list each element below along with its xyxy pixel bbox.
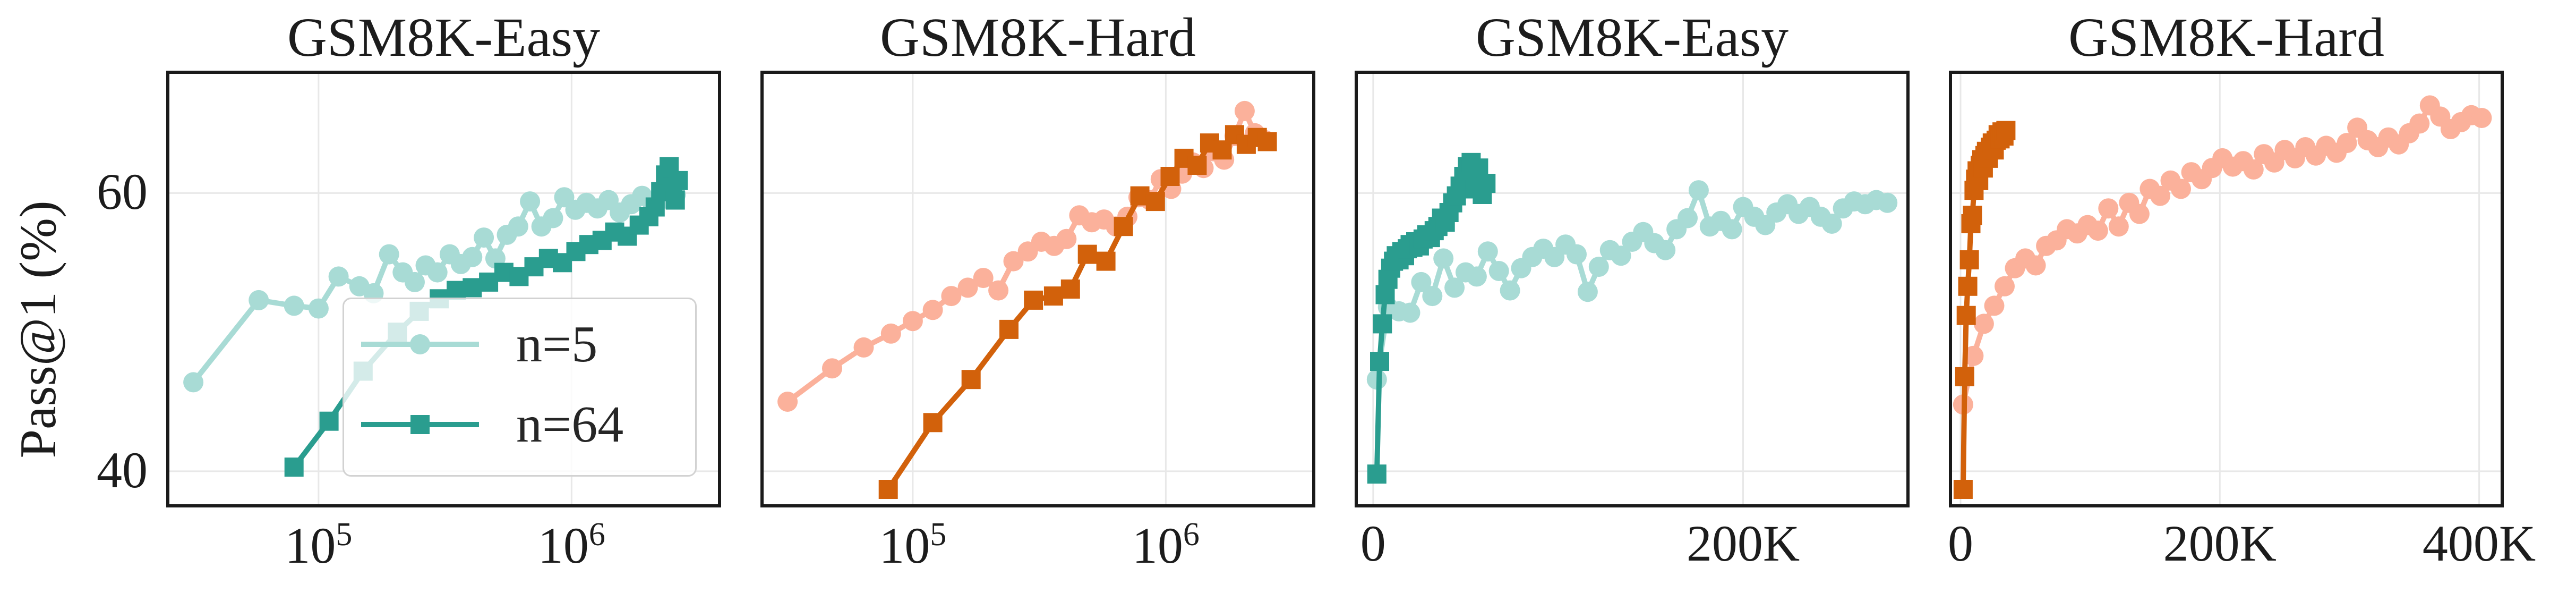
plot-area xyxy=(1355,71,1910,507)
plot-area xyxy=(760,71,1315,507)
x-tick-label: 106 xyxy=(537,516,605,574)
x-tick-label: 200K xyxy=(1686,515,1800,572)
y-tick-label-60: 60 xyxy=(97,163,148,220)
x-tick-label: 0 xyxy=(1360,515,1386,572)
subplot-gsm8k-hard-log: GSM8K-Hard 105 106 xyxy=(760,0,1315,593)
square-marker-icon xyxy=(410,415,430,434)
chart-canvas xyxy=(760,71,1315,507)
subplot-title: GSM8K-Easy xyxy=(287,7,601,68)
x-tick-label: 105 xyxy=(285,516,353,574)
x-tick-label: 105 xyxy=(879,516,947,574)
plot-area xyxy=(1949,71,2504,507)
subplot-gsm8k-easy-linear: GSM8K-Easy 0 200K xyxy=(1355,0,1910,593)
circle-marker-icon xyxy=(410,334,430,354)
legend-item-n5: n=5 xyxy=(361,315,597,374)
y-tick-label-40: 40 xyxy=(97,442,148,498)
chart-canvas xyxy=(1949,71,2504,507)
x-tick-label: 0 xyxy=(1948,515,1973,572)
subplot-gsm8k-hard-linear: GSM8K-Hard 0 200K 400K xyxy=(1948,0,2536,593)
legend-label: n=5 xyxy=(516,316,598,373)
subplot-title: GSM8K-Hard xyxy=(2068,7,2385,68)
subplot-title: GSM8K-Easy xyxy=(1475,7,1789,68)
legend-swatch-n64 xyxy=(361,409,479,440)
x-tick-label: 106 xyxy=(1132,516,1200,574)
subplot-title: GSM8K-Hard xyxy=(879,7,1196,68)
plot-area: n=5 n=64 xyxy=(166,71,721,507)
subplot-gsm8k-easy-log: GSM8K-Easy n=5 n=64 xyxy=(166,0,721,593)
legend-label: n=64 xyxy=(516,396,624,453)
legend-swatch-n5 xyxy=(361,328,479,360)
x-tick-label: 400K xyxy=(2422,515,2536,572)
x-tick-label: 200K xyxy=(2163,515,2277,572)
legend-item-n64: n=64 xyxy=(361,395,623,454)
chart-canvas xyxy=(1355,71,1910,507)
legend: n=5 n=64 xyxy=(343,298,697,477)
